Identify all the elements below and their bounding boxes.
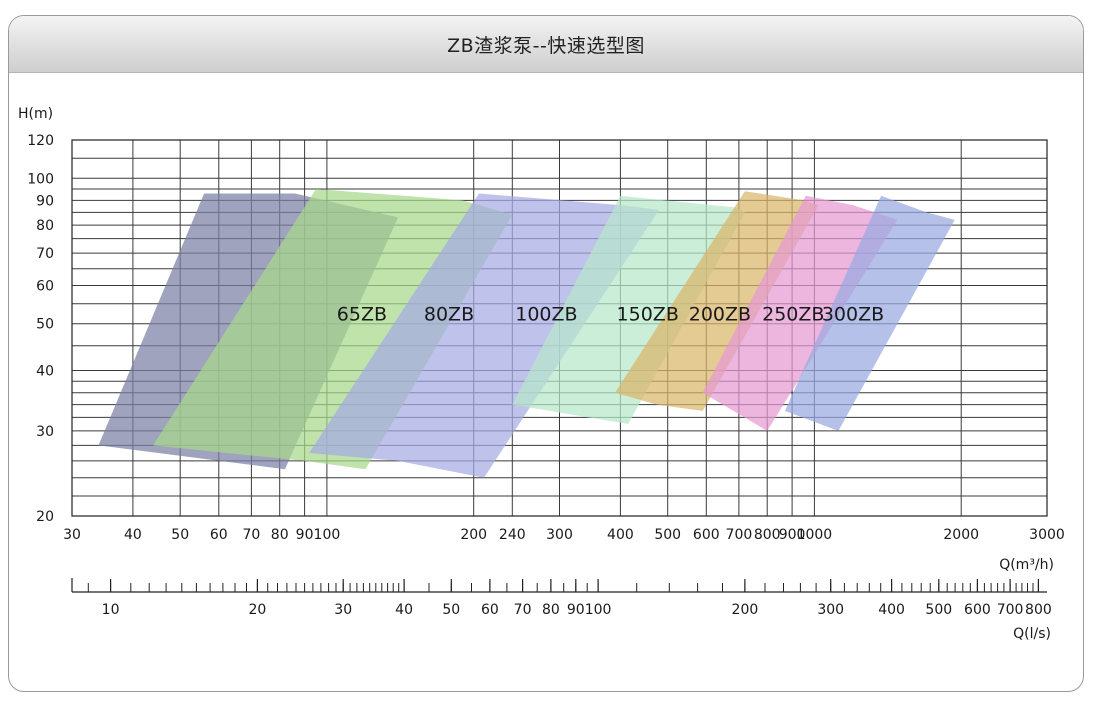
y-axis-label: H(m) xyxy=(18,106,53,122)
area-80ZB xyxy=(153,189,513,470)
y-tick-label: 90 xyxy=(36,193,54,209)
area-100ZB xyxy=(309,193,659,478)
secondary-tick-label: 700 xyxy=(997,602,1024,618)
secondary-tick-label: 90 xyxy=(567,602,585,618)
area-250ZB xyxy=(702,195,898,431)
x-tick-label: 90 xyxy=(296,527,314,543)
secondary-tick-label: 10 xyxy=(102,602,120,618)
x-tick-label: 900 xyxy=(779,527,806,543)
secondary-tick-label: 300 xyxy=(817,602,844,618)
x-tick-label: 3000 xyxy=(1029,527,1065,543)
title-bar: ZB渣浆泵--快速选型图 xyxy=(9,16,1083,73)
secondary-tick-label: 80 xyxy=(542,602,560,618)
secondary-axis-label: Q(l/s) xyxy=(1013,626,1051,642)
y-tick-label: 120 xyxy=(27,133,54,149)
y-tick-label: 70 xyxy=(36,246,54,262)
secondary-tick-label: 600 xyxy=(964,602,991,618)
secondary-tick-label: 60 xyxy=(481,602,499,618)
x-tick-label: 30 xyxy=(63,527,81,543)
y-tick-label: 50 xyxy=(36,317,54,333)
secondary-tick-label: 500 xyxy=(925,602,952,618)
plot-border xyxy=(71,139,1048,517)
x-tick-label: 50 xyxy=(171,527,189,543)
x-tick-label: 300 xyxy=(546,527,573,543)
area-200ZB xyxy=(615,191,819,411)
x-tick-label: 1000 xyxy=(797,527,833,543)
label-250ZB: 250ZB xyxy=(762,304,824,326)
secondary-tick-label: 100 xyxy=(585,602,612,618)
x-tick-label: 700 xyxy=(726,527,753,543)
label-300ZB: 300ZB xyxy=(822,304,884,326)
y-tick-label: 40 xyxy=(36,364,54,380)
x-tick-label: 200 xyxy=(460,527,487,543)
secondary-tick-label: 50 xyxy=(442,602,460,618)
x-tick-label: 600 xyxy=(693,527,720,543)
chart-title: ZB渣浆泵--快速选型图 xyxy=(447,35,645,57)
x-tick-label: 500 xyxy=(654,527,681,543)
x-tick-label: 100 xyxy=(314,527,341,543)
x-tick-label: 80 xyxy=(271,527,289,543)
x-tick-label: 400 xyxy=(607,527,634,543)
secondary-tick-label: 20 xyxy=(248,602,266,618)
y-tick-label: 30 xyxy=(36,424,54,440)
x-tick-label: 240 xyxy=(499,527,526,543)
y-tick-label: 60 xyxy=(36,279,54,295)
pump-range-areas xyxy=(98,189,955,478)
area-300ZB xyxy=(784,195,955,431)
label-80ZB: 80ZB xyxy=(424,304,474,326)
secondary-tick-label: 40 xyxy=(395,602,413,618)
secondary-tick-label: 70 xyxy=(514,602,532,618)
secondary-tick-label: 400 xyxy=(878,602,905,618)
x-tick-label: 70 xyxy=(242,527,260,543)
x-tick-label: 800 xyxy=(754,527,781,543)
y-tick-label: 100 xyxy=(27,171,54,187)
label-100ZB: 100ZB xyxy=(515,304,577,326)
y-tick-label: 80 xyxy=(36,218,54,234)
secondary-tick-label: 30 xyxy=(334,602,352,618)
label-200ZB: 200ZB xyxy=(689,304,751,326)
secondary-tick-label: 800 xyxy=(1025,602,1052,618)
x-tick-label: 60 xyxy=(210,527,228,543)
label-150ZB: 150ZB xyxy=(617,304,679,326)
secondary-tick-label: 200 xyxy=(732,602,759,618)
label-65ZB: 65ZB xyxy=(337,304,387,326)
y-tick-label: 20 xyxy=(36,509,54,525)
x-tick-label: 2000 xyxy=(943,527,979,543)
area-150ZB xyxy=(512,195,745,424)
x-tick-label: 40 xyxy=(124,527,142,543)
x-axis-label: Q(m³/h) xyxy=(999,557,1054,573)
